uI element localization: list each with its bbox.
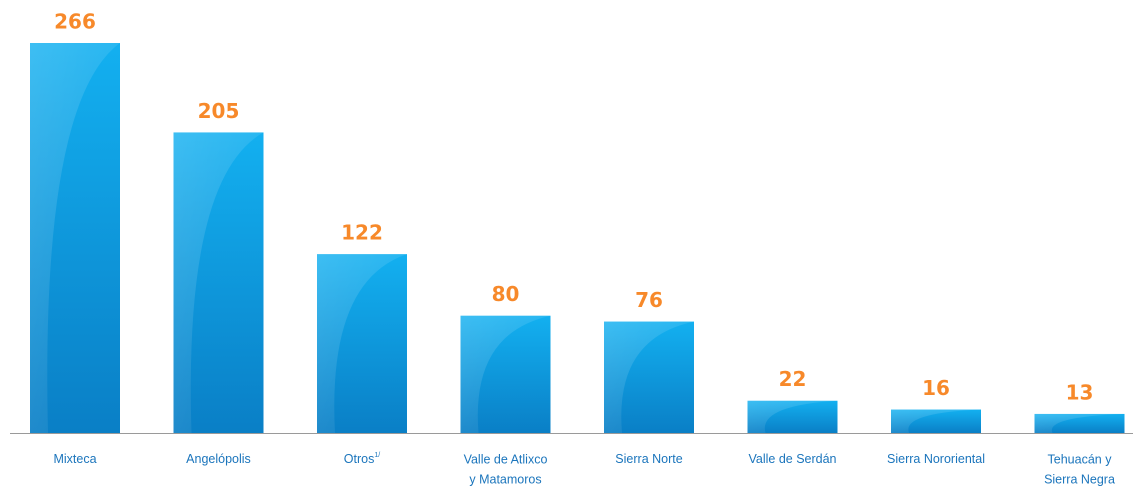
- x-tick-label: Valle de Atlixco: [464, 452, 548, 466]
- x-tick-label: Sierra Negra: [1044, 472, 1115, 486]
- x-tick-label-text: Valle de Serdán: [748, 452, 836, 466]
- value-label: 13: [1066, 380, 1094, 404]
- x-tick-label: Angelópolis: [186, 452, 251, 466]
- bar-sheen: [747, 400, 838, 433]
- footnote-mark: 1/: [374, 452, 380, 459]
- x-tick-label-text: Sierra Nororiental: [887, 452, 985, 466]
- x-tick-label: Sierra Nororiental: [887, 452, 985, 466]
- bar-sheen: [460, 315, 551, 433]
- bar-sheen: [30, 43, 120, 433]
- bar-sheen: [604, 321, 694, 433]
- x-tick-label: Mixteca: [53, 452, 96, 466]
- x-tick-label: Otros1/: [344, 452, 380, 466]
- x-tick-label-text: Sierra Norte: [615, 452, 682, 466]
- x-tick-label: Valle de Serdán: [748, 452, 836, 466]
- bar-sheen: [317, 254, 407, 433]
- x-tick-label: y Matamoros: [469, 472, 541, 486]
- x-tick-label-text: Otros: [344, 452, 375, 466]
- bar-sheen: [891, 409, 981, 433]
- value-label: 76: [635, 288, 663, 312]
- bar-sheen: [1034, 413, 1125, 433]
- x-tick-label: Sierra Norte: [615, 452, 682, 466]
- bar-sheen: [173, 132, 264, 433]
- value-label: 22: [779, 367, 807, 391]
- x-tick-label-text: Angelópolis: [186, 452, 251, 466]
- value-label: 205: [198, 99, 240, 123]
- value-label: 266: [54, 10, 96, 34]
- value-label: 80: [492, 282, 520, 306]
- x-tick-label: Tehuacán y: [1048, 452, 1113, 466]
- value-label: 16: [922, 376, 950, 400]
- x-tick-label-text: Mixteca: [53, 452, 96, 466]
- value-label: 122: [341, 221, 383, 245]
